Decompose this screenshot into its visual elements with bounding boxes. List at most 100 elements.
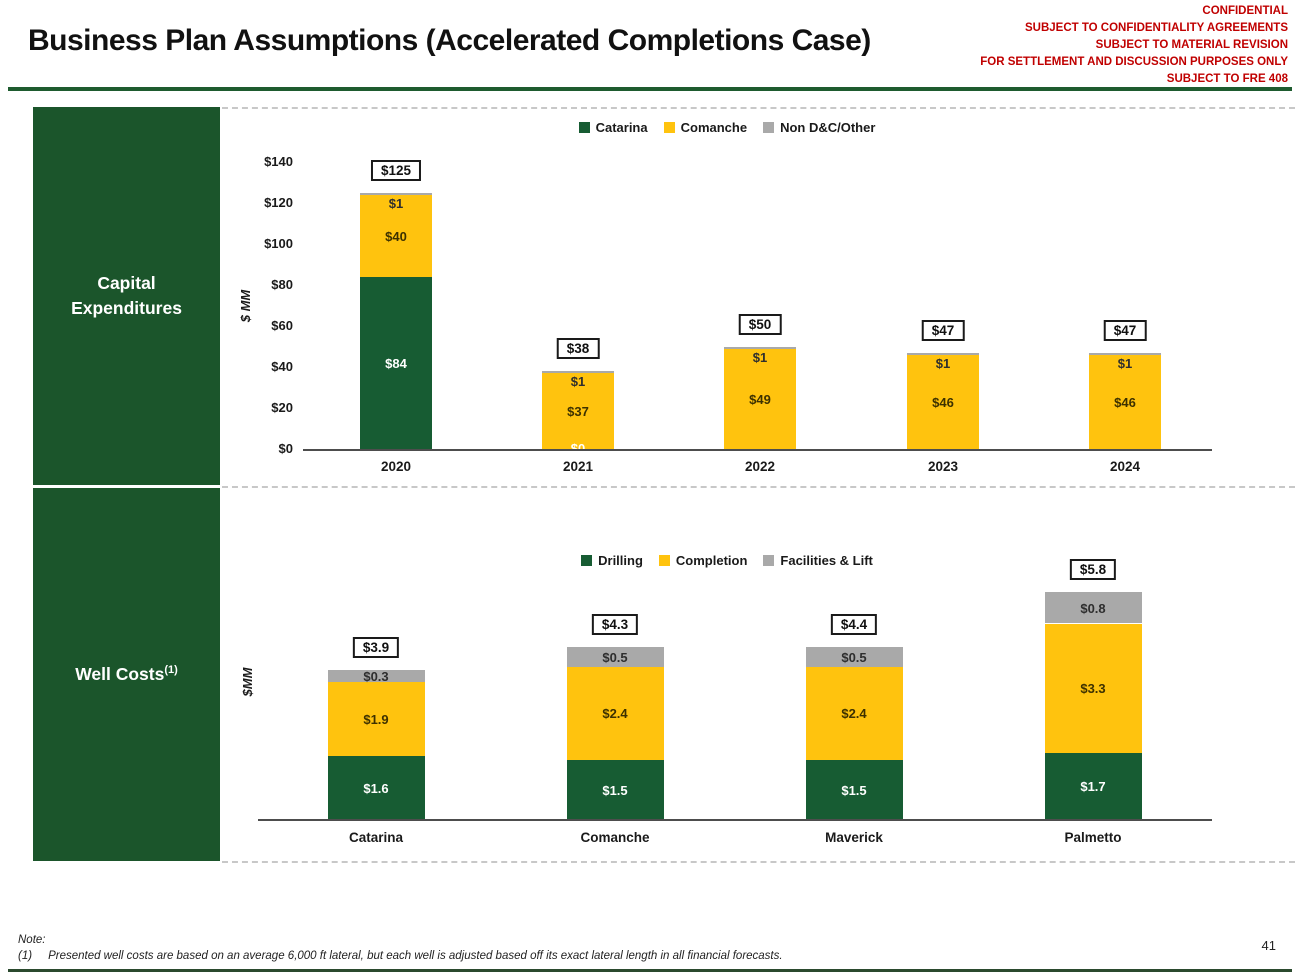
segment-value-label: $0: [542, 440, 614, 457]
y-axis-tick: $100: [264, 236, 293, 251]
sidebar-well-costs-label: Well Costs(1): [52, 662, 202, 687]
total-value-label: $47: [1103, 319, 1147, 341]
category-label: 2021: [562, 459, 594, 474]
y-axis-tick: $120: [264, 195, 293, 210]
confidential-line: SUBJECT TO MATERIAL REVISION: [1095, 39, 1288, 51]
footer-rule: [8, 969, 1292, 972]
segment-value-label: $3.3: [1080, 681, 1106, 696]
bar-segment-comanche: [724, 348, 796, 449]
category-label: 2022: [744, 459, 776, 474]
legend-item: Catarina: [578, 120, 648, 135]
category-label: Palmetto: [1064, 830, 1122, 845]
y-axis-title: $MM: [240, 667, 255, 697]
category-label: 2023: [927, 459, 959, 474]
bar-segment-drilling: [327, 756, 425, 819]
y-axis-tick: $80: [271, 277, 293, 292]
bar-segment-non-d-c-other: [1089, 352, 1161, 355]
segment-value-label: $1.5: [841, 782, 867, 798]
bar-segment-completion: [805, 666, 903, 761]
bar-segment-catarina: [360, 276, 432, 449]
total-value-label: $4.4: [830, 613, 878, 635]
sidebar-capex-label: Capital Expenditures: [71, 272, 182, 318]
legend-swatch-icon: [763, 555, 775, 566]
panel-divider-top: [222, 107, 1295, 109]
bar-segment-drilling: [566, 760, 664, 819]
confidential-line: SUBJECT TO CONFIDENTIALITY AGREEMENTS: [1024, 22, 1288, 34]
legend-label: Catarina: [595, 120, 648, 135]
note-label: Note:: [18, 934, 46, 946]
segment-value-label: $40: [385, 228, 407, 244]
category-label: Comanche: [580, 830, 650, 845]
total-value-label: $4.3: [591, 613, 639, 635]
segment-value-label: $0.5: [841, 649, 867, 665]
y-axis-tick: $0: [278, 441, 293, 456]
y-axis-tick: $60: [271, 318, 293, 333]
bar-segment-comanche: [1089, 354, 1161, 449]
page-number: 41: [1261, 938, 1276, 953]
category-label: 2020: [380, 459, 412, 474]
total-value-label: $125: [370, 159, 422, 181]
segment-value-label: $84: [385, 355, 407, 371]
legend-swatch-icon: [581, 555, 593, 566]
segment-value-label: $1: [388, 195, 404, 211]
bar-segment-facilities-lift: [327, 670, 425, 683]
bar-segment-facilities-lift: [1044, 592, 1142, 624]
segment-value-label: $46: [1114, 394, 1136, 410]
total-value-label: $3.9: [352, 637, 400, 659]
legend-item: Comanche: [663, 120, 747, 135]
category-label: 2024: [1109, 459, 1141, 474]
segment-value-label: $1.9: [363, 712, 389, 728]
legend-label: Drilling: [598, 553, 643, 568]
legend-item: Drilling: [581, 553, 643, 568]
confidential-block: CONFIDENTIAL SUBJECT TO CONFIDENTIALITY A…: [980, 3, 1288, 88]
segment-value-label: $2.4: [602, 706, 628, 722]
segment-value-label: $0.5: [602, 649, 628, 665]
y-axis-title: $ MM: [238, 289, 253, 323]
bar-segment-non-d-c-other: [724, 346, 796, 349]
segment-value-label: $49: [749, 391, 771, 407]
total-value-label: $50: [738, 313, 782, 335]
bar-segment-non-d-c-other: [360, 192, 432, 195]
category-label: Catarina: [348, 830, 404, 845]
category-label: Maverick: [825, 830, 883, 845]
confidential-line: FOR SETTLEMENT AND DISCUSSION PURPOSES O…: [980, 56, 1288, 68]
segment-value-label: $1: [570, 374, 586, 390]
bar-segment-drilling: [805, 760, 903, 819]
bar-segment-comanche: [907, 354, 979, 449]
sidebar-well-costs: Well Costs(1): [33, 488, 220, 861]
bar-segment-completion: [327, 682, 425, 757]
legend-label: Facilities & Lift: [780, 553, 873, 568]
bar-segment-facilities-lift: [566, 646, 664, 667]
segment-value-label: $1: [935, 355, 951, 371]
sidebar-capital-expenditures: Capital Expenditures: [33, 107, 220, 485]
bar-segment-completion: [1044, 623, 1142, 753]
bar-segment-drilling: [1044, 752, 1142, 819]
legend-label: Non D&C/Other: [780, 120, 876, 135]
well-costs-footnote-marker: (1): [164, 663, 178, 676]
y-axis-tick: $40: [271, 359, 293, 374]
legend-item: Completion: [658, 553, 747, 568]
note-marker: (1): [18, 950, 33, 962]
segment-value-label: $1: [1117, 355, 1133, 371]
total-value-label: $47: [921, 319, 965, 341]
note-text: Presented well costs are based on an ave…: [48, 950, 783, 962]
total-value-label: $5.8: [1069, 559, 1117, 581]
segment-value-label: $1.5: [602, 782, 628, 798]
header-rule: [8, 87, 1292, 91]
legend-item: Facilities & Lift: [763, 553, 873, 568]
y-axis-tick: $140: [264, 154, 293, 169]
bar-segment-completion: [566, 666, 664, 761]
well-costs-text: Well Costs: [75, 663, 165, 684]
chart-legend: Catarina Comanche Non D&C/Other: [222, 120, 1232, 135]
x-axis-line: [303, 449, 1212, 451]
segment-value-label: $0.3: [363, 669, 389, 685]
segment-value-label: $1.6: [363, 780, 389, 796]
segment-value-label: $1.7: [1080, 778, 1106, 794]
bar-segment-facilities-lift: [805, 646, 903, 667]
confidential-line: CONFIDENTIAL: [1202, 5, 1288, 17]
segment-value-label: $2.4: [841, 706, 867, 722]
panel-divider-middle: [222, 486, 1295, 488]
bar-segment-non-d-c-other: [542, 371, 614, 374]
x-axis-line: [258, 819, 1212, 821]
